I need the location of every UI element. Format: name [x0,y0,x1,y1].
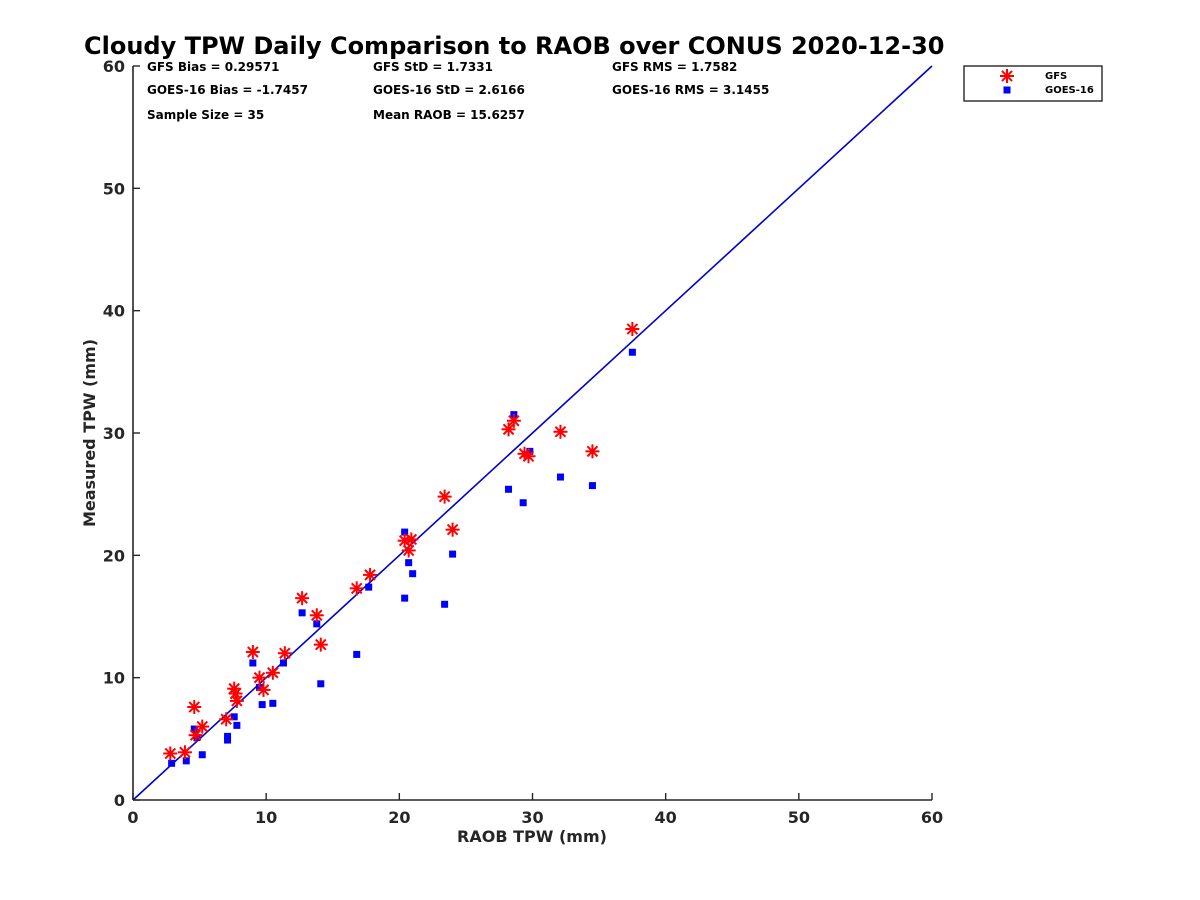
goes16-point [230,713,238,721]
goes16-point [556,473,564,481]
gfs-point [553,424,568,439]
x-ticks: 0 10 20 30 40 50 60 [127,793,943,827]
goes16-point [224,736,232,744]
goes16-point [279,659,287,667]
legend-gfs-marker [1000,69,1014,83]
gfs-series [163,322,640,761]
goes16-point [519,499,527,507]
legend-goes16-square [1003,86,1011,94]
goes16-point [449,550,457,558]
gfs-point [195,719,210,734]
stat-text: GFS StD = 1.7331 [373,60,493,74]
gfs-point [313,637,328,652]
y-tick-label: 20 [103,546,125,565]
y-ticks: 0 10 20 30 40 50 60 [103,57,140,810]
gfs-point [437,489,452,504]
legend-gfs-asterisk [1000,69,1014,83]
goes16-point [224,732,232,740]
y-tick-label: 10 [103,669,125,688]
gfs-point [219,712,234,727]
x-tick-label: 40 [655,808,677,827]
goes16-point [190,725,198,733]
goes16-point [258,701,266,709]
gfs-point [501,422,516,437]
goes16-point [256,683,264,691]
gfs-point [349,581,364,596]
goes16-point [409,570,417,578]
goes16-point [168,759,176,767]
x-tick-label: 10 [255,808,277,827]
goes16-point [365,583,373,591]
stat-text: GOES-16 RMS = 3.1455 [612,83,769,97]
gfs-point [252,670,267,685]
gfs-point [229,693,244,708]
y-tick-label: 30 [103,424,125,443]
goes16-point [233,721,241,729]
goes16-point [588,482,596,490]
goes16-point [269,699,277,707]
stat-text: GOES-16 StD = 2.6166 [373,83,525,97]
gfs-point [363,567,378,582]
goes16-point [405,559,413,567]
legend-gfs-label: GFS [1045,71,1067,82]
goes16-point [505,485,513,493]
goes16-point [317,680,325,688]
legend-goes16-marker [1003,86,1011,94]
gfs-point [445,522,460,537]
y-tick-label: 60 [103,57,125,76]
gfs-point [404,532,419,547]
gfs-point [265,665,280,680]
stat-text: GFS Bias = 0.29571 [147,60,279,74]
stats-block: GFS Bias = 0.29571 GFS StD = 1.7331 GFS RM… [147,60,769,122]
stat-text: Mean RAOB = 15.6257 [373,108,525,122]
gfs-point [295,591,310,606]
x-tick-label: 50 [788,808,810,827]
y-tick-label: 0 [114,791,125,810]
goes16-point [526,447,534,455]
goes16-point [353,650,361,658]
goes16-point [401,594,409,602]
y-axis-label: Measured TPW (mm) [80,339,99,527]
gfs-point [309,608,324,623]
x-tick-label: 20 [388,808,410,827]
goes16-point [249,659,257,667]
gfs-point [506,413,521,428]
chart-title: Cloudy TPW Daily Comparison to RAOB over… [84,32,944,60]
x-tick-label: 30 [521,808,543,827]
gfs-point [625,322,640,337]
gfs-point [521,449,536,464]
goes16-point [401,528,409,536]
legend-goes16-label: GOES-16 [1045,85,1094,96]
stat-text: GFS RMS = 1.7582 [612,60,737,74]
legend-box [963,65,1103,102]
gfs-point [245,644,260,659]
goes16-point [441,600,449,608]
goes16-point [298,609,306,617]
x-tick-label: 0 [127,808,138,827]
y-tick-label: 50 [103,179,125,198]
gfs-point [277,646,292,661]
gfs-point [187,700,202,715]
goes16-point [628,348,636,356]
goes16-point [313,620,321,628]
gfs-point [585,444,600,459]
gfs-point [401,543,416,558]
goes16-point [198,751,206,759]
gfs-point [163,746,178,761]
legend: GFS GOES-16 [963,65,1103,102]
gfs-point [177,745,192,760]
stat-text: GOES-16 Bias = -1.7457 [147,83,308,97]
x-tick-label: 60 [921,808,943,827]
y-tick-label: 40 [103,302,125,321]
x-axis-label: RAOB TPW (mm) [457,827,607,846]
stat-text: Sample Size = 35 [147,108,264,122]
goes16-point [182,757,190,765]
gfs-point [188,728,203,743]
gfs-point [256,682,271,697]
